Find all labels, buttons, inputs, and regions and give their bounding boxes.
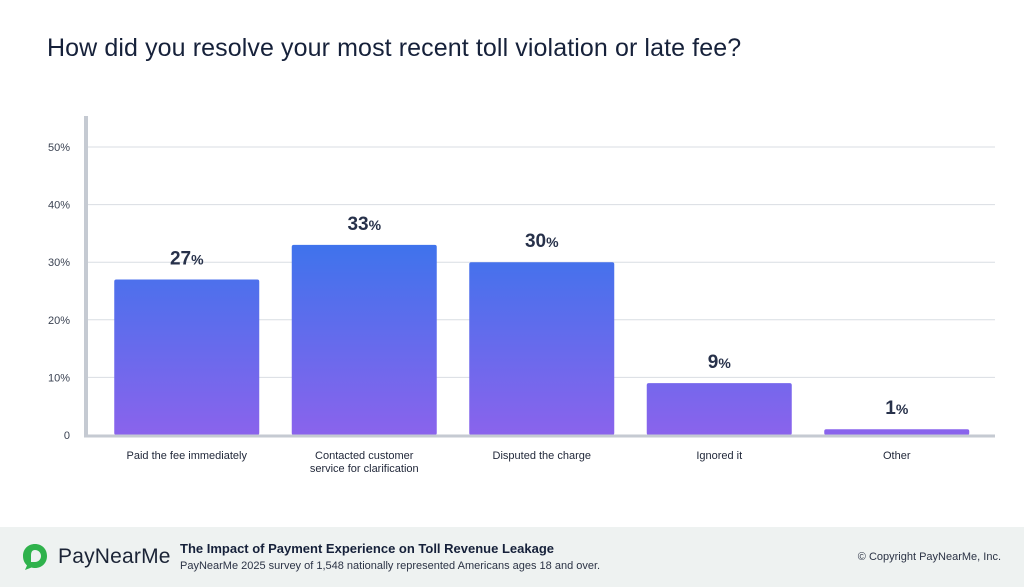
y-tick-label: 10% <box>48 372 70 384</box>
data-label: 30% <box>525 231 559 252</box>
report-subtitle: PayNearMe 2025 survey of 1,548 nationall… <box>180 560 601 572</box>
bar <box>114 279 260 435</box>
copyright-text: © Copyright PayNearMe, Inc. <box>857 551 1001 563</box>
category-label: Contacted customer service for clarificat… <box>310 450 419 475</box>
footer: PayNearMe The Impact of Payment Experien… <box>0 527 1024 587</box>
category-label: Disputed the charge <box>493 450 591 462</box>
data-label: 27% <box>170 248 204 269</box>
category-label: Ignored it <box>696 450 742 462</box>
y-tick-label: 40% <box>48 200 70 212</box>
brand-logo[interactable]: PayNearMe <box>22 543 171 571</box>
bar-chart: 0 10% 20% 30% 40% 50% 27% Paid the fee immediat… <box>48 116 995 475</box>
y-tick-label: 0 <box>64 430 70 442</box>
bar <box>824 429 970 435</box>
y-tick-label: 20% <box>48 315 70 327</box>
category-label: Other <box>883 450 911 462</box>
bar <box>291 244 437 435</box>
brand-name: PayNearMe <box>58 545 171 568</box>
data-label: 9% <box>708 352 732 373</box>
category-label: Paid the fee immediately <box>127 450 248 462</box>
y-tick-label: 50% <box>48 142 70 154</box>
bar <box>646 383 792 435</box>
speech-bubble-logo-icon <box>23 544 47 570</box>
chart-title: How did you resolve your most recent tol… <box>47 34 742 62</box>
report-title: The Impact of Payment Experience on Toll… <box>180 541 554 556</box>
bar <box>469 262 615 435</box>
data-label: 1% <box>885 398 909 419</box>
y-tick-label: 30% <box>48 257 70 269</box>
data-label: 33% <box>347 214 381 235</box>
